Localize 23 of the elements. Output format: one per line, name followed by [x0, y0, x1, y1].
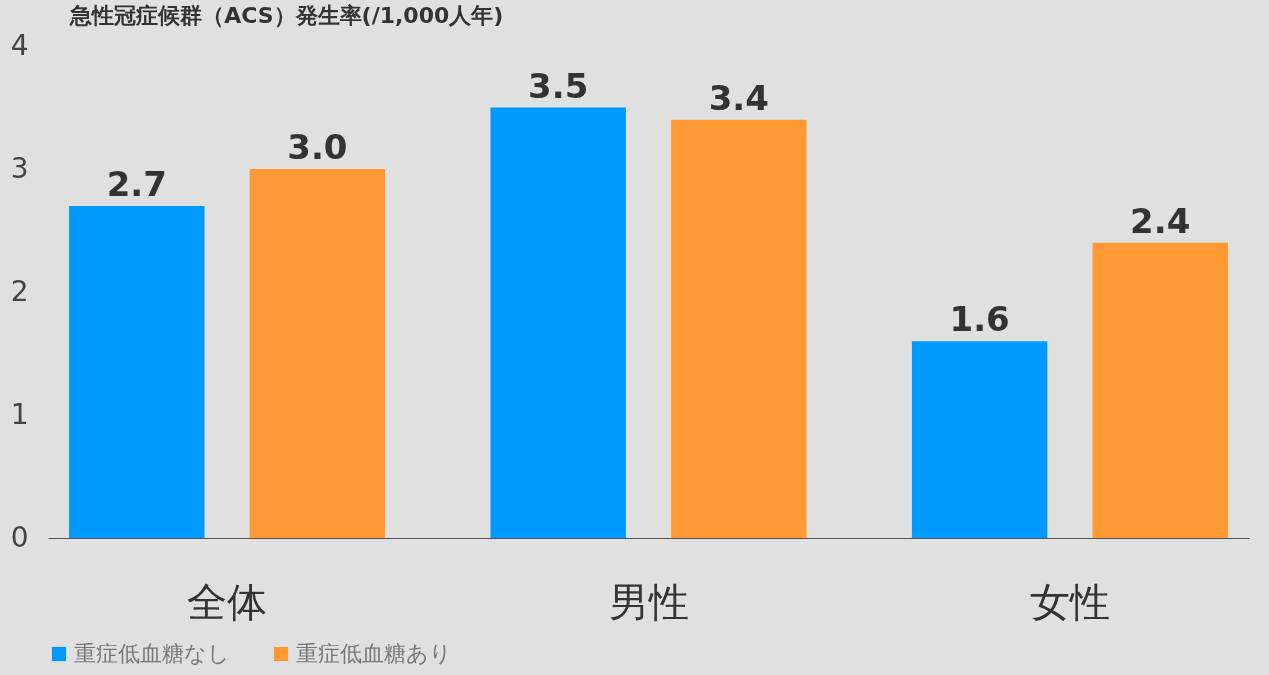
y-tick-label: 4	[10, 28, 29, 62]
legend-label: 重症低血糖あり	[296, 641, 452, 666]
data-label: 2.7	[106, 163, 167, 204]
data-label: 3.5	[528, 65, 589, 106]
data-label: 3.4	[708, 77, 769, 118]
y-tick-label: 3	[10, 151, 29, 185]
bar	[911, 341, 1048, 538]
data-label: 1.6	[949, 299, 1010, 340]
bar	[249, 169, 386, 538]
y-tick-label: 0	[10, 520, 29, 554]
y-tick-label: 1	[10, 397, 29, 431]
bar	[69, 205, 205, 538]
data-label: 3.0	[287, 127, 348, 167]
x-tick-label: 女性	[1029, 578, 1110, 625]
bar	[490, 107, 626, 538]
x-tick-label: 男性	[608, 578, 689, 625]
legend-label: 重症低血糖なし	[74, 641, 230, 666]
bar	[1092, 242, 1228, 538]
chart-title: 急性冠症候群（ACS）発生率(/1,000人年)	[69, 3, 504, 28]
x-tick-label: 全体	[187, 578, 268, 625]
y-tick-label: 2	[10, 274, 29, 308]
bar	[671, 119, 807, 538]
data-label: 2.4	[1130, 200, 1191, 241]
